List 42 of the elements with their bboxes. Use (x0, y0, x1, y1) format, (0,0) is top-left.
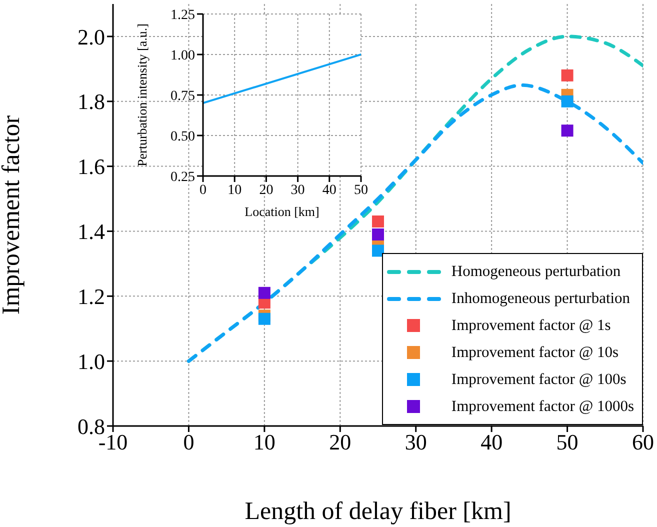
y-tick-label: 1.0 (78, 348, 105, 374)
y-tick-label: 1.25 (170, 8, 195, 23)
x-tick-label: 40 (480, 430, 503, 455)
x-axis-title: Location [km] (244, 204, 320, 219)
x-tick-label: 20 (259, 182, 274, 198)
x-axis-title: Length of delay fiber [km] (244, 498, 512, 525)
y-tick-label: 0.50 (170, 129, 195, 144)
y-tick-label: 1.2 (78, 284, 105, 309)
x-tick-label: 20 (329, 430, 352, 455)
y-tick-label: 1.4 (78, 219, 105, 244)
legend-label: Inhomogeneous perturbation (451, 289, 630, 309)
x-tick-label: 0 (200, 182, 206, 198)
legend-label: Improvement factor @ 10s (451, 343, 618, 363)
x-tick-label: 0 (183, 430, 194, 455)
y-axis-title: Perturbation intensity [a.u.] (134, 24, 150, 166)
point (561, 124, 574, 137)
point (372, 244, 384, 257)
legend-label: Improvement factor @ 100s (451, 370, 626, 390)
y-tick-label: 0.25 (170, 170, 195, 185)
legend-label: Improvement factor @ 1s (451, 316, 611, 336)
point (372, 228, 384, 240)
x-tick-label: 50 (556, 430, 578, 455)
x-tick-label: 10 (253, 430, 276, 455)
y-axis-title: Improvement factor (0, 114, 25, 315)
y-tick-label: 1.8 (78, 89, 105, 114)
y-tick-label: 1.00 (170, 48, 195, 64)
x-tick-label: 40 (322, 182, 336, 198)
x-tick-label: 10 (228, 182, 242, 198)
legend-label: Homogeneous perturbation (451, 262, 621, 282)
point (561, 69, 574, 82)
y-tick-label: 2.0 (78, 24, 105, 50)
x-tick-label: 60 (632, 430, 654, 455)
x-tick-label: 50 (354, 182, 368, 198)
legend-label: Improvement factor @ 1000s (451, 397, 634, 417)
x-tick-label: 30 (290, 182, 305, 198)
point (258, 312, 270, 325)
point (258, 286, 270, 299)
point (561, 95, 574, 108)
y-tick-label: 1.6 (78, 154, 105, 180)
x-tick-label: 30 (404, 430, 427, 455)
point (372, 215, 384, 228)
y-tick-label: 0.75 (170, 88, 195, 104)
